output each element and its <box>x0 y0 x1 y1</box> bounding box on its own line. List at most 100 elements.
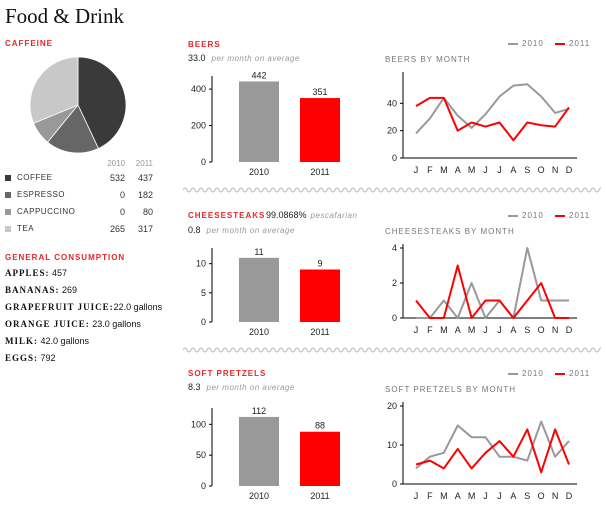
legend-swatch <box>5 208 11 215</box>
list-item: Grapefruit Juice:22.0 gallons <box>5 299 162 316</box>
consumption-value: 457 <box>52 268 68 278</box>
y-tick-label: 0 <box>201 317 206 327</box>
pie-slice-tea <box>29 56 79 124</box>
x-tick-label: A <box>455 325 461 335</box>
y-tick-label: 0 <box>392 313 397 323</box>
x-tick-label: 2010 <box>249 327 269 337</box>
x-tick-label: J <box>414 491 419 501</box>
caffeine-value-2011: 182 <box>137 189 153 200</box>
x-tick-label: 2010 <box>249 491 269 501</box>
y-tick-label: 10 <box>387 440 397 450</box>
legend-swatch <box>5 191 11 198</box>
x-tick-label: F <box>427 491 433 501</box>
pretzels-legend: 2010 2011 <box>500 369 590 378</box>
x-tick-label: D <box>566 491 573 501</box>
x-tick-label: J <box>414 325 419 335</box>
list-item: Milk: 42.0 gallons <box>5 333 162 350</box>
x-tick-label: D <box>566 325 573 335</box>
bar-value-label: 88 <box>315 421 325 431</box>
table-row: Tea 265 317 <box>5 220 153 237</box>
table-row: Coffee 532 437 <box>5 169 153 186</box>
caffeine-item-name: Espresso <box>17 190 66 199</box>
pretzels-month-heading: Soft Pretzels by month <box>385 385 517 394</box>
x-tick-label: O <box>538 325 545 335</box>
consumption-value: 22.0 gallons <box>113 302 163 312</box>
list-item: Bananas: 269 <box>5 282 162 299</box>
y-tick-label: 10 <box>196 259 206 269</box>
consumption-label: Orange Juice: <box>5 319 90 329</box>
x-tick-label: N <box>552 491 559 501</box>
list-item: Eggs: 792 <box>5 350 162 367</box>
y-tick-label: 0 <box>201 157 206 167</box>
bar-value-label: 351 <box>312 87 327 97</box>
legend-label-2011: 2011 <box>569 39 591 48</box>
x-tick-label: M <box>468 325 476 335</box>
x-tick-label: A <box>510 165 516 175</box>
y-tick-label: 20 <box>387 126 397 136</box>
consumption-label: Apples: <box>5 268 50 278</box>
bar-2011 <box>300 98 340 162</box>
x-tick-label: A <box>455 491 461 501</box>
pescafarian-note: pescafarian <box>310 211 358 220</box>
consumption-label: Grapefruit Juice: <box>5 302 114 312</box>
y-tick-label: 20 <box>387 401 397 411</box>
caffeine-pie-chart <box>29 56 127 154</box>
x-tick-label: D <box>566 165 573 175</box>
beers-average: 33.0 per month on average <box>188 53 300 63</box>
beers-average-note: per month on average <box>211 54 300 63</box>
caffeine-value-2011: 317 <box>137 223 153 234</box>
bar-value-label: 9 <box>317 259 322 269</box>
pretzels-average-note: per month on average <box>206 383 295 392</box>
series-line-2011 <box>415 428 570 474</box>
table-row: Cappuccino 0 80 <box>5 203 153 220</box>
consumption-value: 792 <box>40 353 56 363</box>
beers-legend: 2010 2011 <box>500 39 590 48</box>
x-tick-label: J <box>483 165 488 175</box>
series-line-2011 <box>415 264 569 319</box>
x-tick-label: A <box>455 165 461 175</box>
x-tick-label: O <box>538 165 545 175</box>
cheesesteaks-bar-chart: 0 5 10 11 2010 9 2011 <box>196 247 340 337</box>
x-tick-label: 2011 <box>310 167 329 177</box>
y-tick-label: 2 <box>392 278 397 288</box>
x-tick-label: J <box>414 165 419 175</box>
bar-value-label: 442 <box>251 70 266 80</box>
cheesesteaks-legend: 2010 2011 <box>500 211 590 220</box>
x-tick-label: J <box>497 491 502 501</box>
legend-label-2011: 2011 <box>569 211 591 220</box>
y-tick-label: 40 <box>387 98 397 108</box>
y-tick-label: 5 <box>201 288 206 298</box>
bar-2010 <box>239 416 279 486</box>
x-tick-label: M <box>440 165 448 175</box>
pescafarian-value: 99.0868% <box>266 210 307 220</box>
series-line-2010 <box>415 83 570 135</box>
y-tick-label: 0 <box>201 481 206 491</box>
caffeine-value-2010: 0 <box>119 206 125 217</box>
year-header-2011: 2011 <box>135 158 153 168</box>
x-tick-label: S <box>524 491 530 501</box>
pretzels-heading: Soft Pretzels <box>188 369 267 378</box>
caffeine-value-2011: 80 <box>142 206 153 217</box>
bar-2011 <box>300 269 340 322</box>
beers-bar-chart: 0 200 400 442 2010 351 2011 <box>191 70 340 177</box>
x-tick-label: 2011 <box>310 491 329 501</box>
legend-label-2010: 2010 <box>522 39 544 48</box>
caffeine-item-name: Cappuccino <box>17 207 76 216</box>
table-row: Espresso 0 182 <box>5 186 153 203</box>
legend-label-2010: 2010 <box>522 211 544 220</box>
pie-slice-coffee <box>77 56 127 149</box>
x-tick-label: 2010 <box>249 167 269 177</box>
section-divider <box>183 187 601 193</box>
bar-2010 <box>239 81 279 162</box>
x-tick-label: 2011 <box>310 327 329 337</box>
consumption-heading: General Consumption <box>5 253 126 262</box>
caffeine-value-2010: 265 <box>109 223 125 234</box>
pretzels-average-value: 8.3 <box>188 382 201 392</box>
x-tick-label: A <box>510 491 516 501</box>
bar-value-label: 112 <box>252 406 266 416</box>
legend-swatch-2010 <box>508 372 518 375</box>
legend-swatch-2011 <box>555 372 566 375</box>
caffeine-value-2010: 0 <box>119 189 125 200</box>
x-tick-label: N <box>552 165 559 175</box>
